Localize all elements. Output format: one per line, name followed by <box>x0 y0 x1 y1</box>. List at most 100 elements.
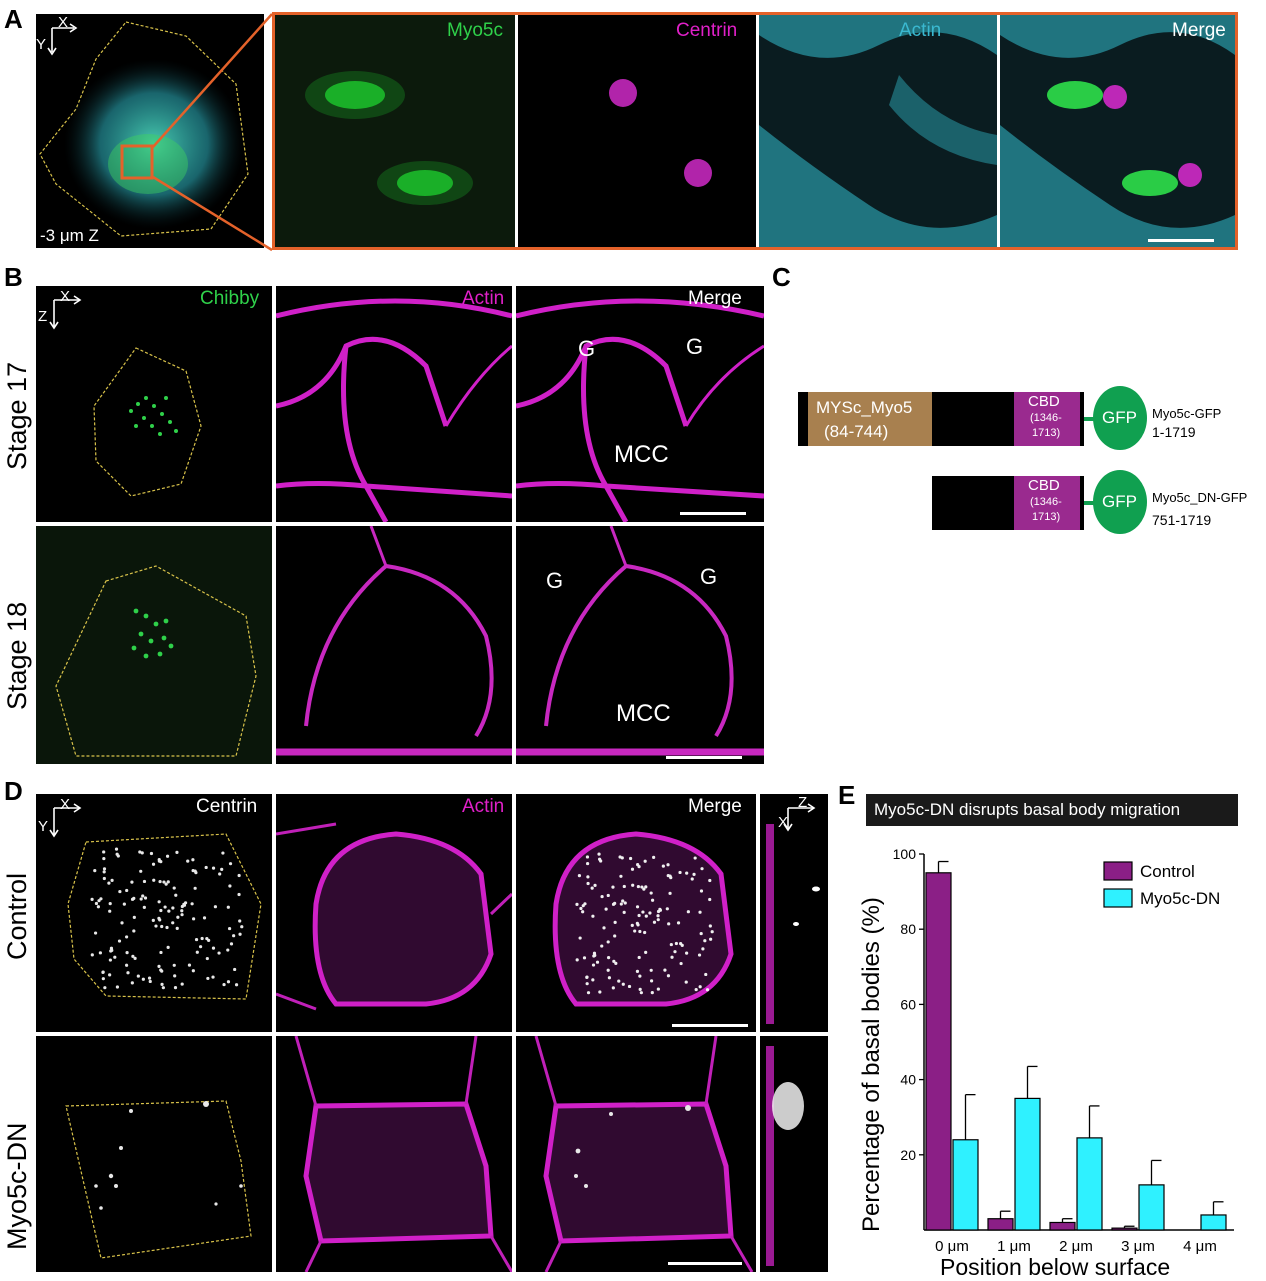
centrin-dot <box>621 899 625 903</box>
construct-full-cbd-label: CBD <box>1028 393 1060 410</box>
centrin-dot <box>602 926 606 930</box>
centrin-dot <box>685 951 689 955</box>
centrin-dot <box>165 925 169 930</box>
centrin-dot <box>143 896 148 900</box>
centrin-dot <box>636 884 640 889</box>
centrin-dot <box>125 950 129 955</box>
y-tick-label: 80 <box>900 921 916 937</box>
panel-d-control-side: Z X <box>760 794 828 1032</box>
centrin-dot <box>227 926 232 931</box>
x-tick-label: 4 μm <box>1183 1238 1217 1255</box>
centrin-dot <box>704 972 708 977</box>
centrin-dot <box>613 934 617 938</box>
centrin-dot <box>202 916 207 920</box>
construct-full-gfp-label: GFP <box>1102 408 1137 427</box>
centrin-dot <box>656 914 660 918</box>
panel-d-dn-side <box>760 1036 828 1272</box>
construct-dn-linker <box>1084 501 1094 505</box>
centrin-dot <box>679 961 683 966</box>
centrin-dot <box>180 909 184 913</box>
panel-a-overview-image <box>39 21 249 237</box>
centrin-dot <box>158 879 162 884</box>
panel-b-stage18-merge: G G MCC <box>516 526 764 764</box>
centrin-dot <box>109 946 114 950</box>
construct-full-name: Myo5c-GFP <box>1152 406 1222 421</box>
x-tick-label: 2 μm <box>1059 1238 1093 1255</box>
construct-full-myosin-domain <box>808 392 932 446</box>
panel-d-dn-actin <box>276 1036 512 1272</box>
panel-d-channel-actin: Actin <box>462 796 505 817</box>
centrin-dot <box>140 851 144 855</box>
centrin-dot <box>228 862 233 866</box>
construct-dn-cbd-range-a: (1346- <box>1030 496 1062 508</box>
centrin-dot <box>627 984 632 989</box>
centrin-dot <box>701 947 705 951</box>
centrin-dot <box>233 967 237 972</box>
centrin-dot <box>685 871 689 875</box>
centrin-dot <box>218 872 222 876</box>
panel-a-axis-y: Y <box>36 36 47 53</box>
centrin-dot <box>635 969 640 973</box>
centrin-dot <box>585 975 589 979</box>
centrin-dot <box>699 931 703 936</box>
centrin-dot <box>164 882 168 886</box>
centrin-dot <box>661 864 665 868</box>
centrin-dot <box>147 976 152 980</box>
centrin-dot <box>151 862 156 866</box>
centrin-dot <box>600 894 604 899</box>
centrin-dot <box>699 889 704 893</box>
centrin-dot <box>141 894 145 898</box>
panel-d-letter: D <box>4 776 23 806</box>
centrin-dot <box>183 901 188 905</box>
centrin-dot <box>114 847 119 851</box>
panel-d-row-myo5c-dn: Myo5c-DN <box>2 1122 32 1250</box>
centrin-dot <box>656 987 660 991</box>
centrin-dot <box>172 963 176 967</box>
centrin-dot <box>613 901 617 905</box>
centrin-dot <box>101 977 105 981</box>
centrin-dot <box>604 907 608 911</box>
panel-b-stage18-mcc: MCC <box>616 700 671 727</box>
construct-full-gfp <box>1093 386 1147 450</box>
centrin-dot <box>575 958 579 962</box>
y-tick-label: 60 <box>900 996 916 1012</box>
centrin-dot <box>606 968 610 972</box>
centrin-dot <box>125 935 129 939</box>
centrin-dot <box>635 921 639 926</box>
centrin-dot <box>193 886 197 890</box>
centrin-dot <box>161 986 165 990</box>
centrin-dot <box>619 902 623 906</box>
panel-b-axis-x: X <box>60 288 71 305</box>
centrin-dot <box>663 968 667 972</box>
centrin-dot <box>139 869 143 873</box>
centrin-dot <box>96 905 100 909</box>
panel-a-scale-bar <box>1148 239 1214 242</box>
chart-plot: 20 40 60 80 100 0 μm 1 μm 2 μm 3 μm 4 μm Control My… <box>893 846 1234 1255</box>
centrin-dot <box>591 914 595 918</box>
centrin-dot <box>110 878 114 882</box>
panel-c-construct-dn: CBD (1346- 1713) GFP Myo5c_DN-GFP 751-17… <box>932 470 1266 536</box>
centrin-dot <box>148 979 152 984</box>
centrin-dot <box>586 881 590 886</box>
centrin-dot <box>638 929 642 934</box>
centrin-dot <box>575 902 579 906</box>
centrin-dot <box>636 862 640 867</box>
centrin-dot <box>666 974 671 978</box>
panel-b-stage18-scale-bar <box>666 756 742 759</box>
centrin-dot <box>186 859 190 863</box>
panel-b-axis-z: Z <box>38 308 48 325</box>
centrin-dot <box>669 942 673 947</box>
centrin-dot <box>211 946 216 950</box>
bar-myo5c-dn <box>1076 1137 1103 1231</box>
panel-b-stage17-mcc: MCC <box>614 441 669 468</box>
centrin-dot <box>191 969 195 973</box>
centrin-dot <box>174 893 178 897</box>
centrin-dot <box>621 982 625 986</box>
centrin-dot <box>94 901 99 906</box>
centrin-dot <box>125 963 129 967</box>
construct-full-cbd-range-a: (1346- <box>1030 412 1062 424</box>
panel-d-axis-x: X <box>60 796 71 813</box>
centrin-dot <box>131 954 135 958</box>
centrin-dot <box>633 929 637 933</box>
panel-d-dn-scale-bar <box>668 1262 742 1265</box>
